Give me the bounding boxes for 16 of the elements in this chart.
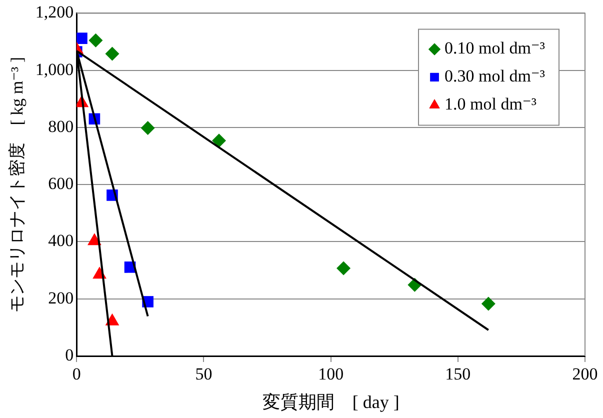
y-tick-label: 0 <box>65 345 74 364</box>
x-tick-label: 50 <box>195 364 212 384</box>
legend-label: 0.10 mol dm⁻³ <box>444 38 546 58</box>
x-tick-label: 100 <box>318 364 344 384</box>
y-tick-label: 200 <box>48 288 74 308</box>
x-axis-title: 変質期間 [ day ] <box>262 392 400 412</box>
y-axis-title: モンモリロナイト密度 [ kg m⁻³ ] <box>8 56 27 312</box>
y-tick-label: 1,200 <box>35 2 74 22</box>
x-tick-label: 150 <box>445 364 471 384</box>
y-tick-label: 800 <box>48 116 74 136</box>
y-tick-label: 600 <box>48 174 74 194</box>
y-tick-label: 1,000 <box>35 60 74 79</box>
legend-label: 0.30 mol dm⁻³ <box>444 66 546 86</box>
x-tick-label: 200 <box>572 364 598 384</box>
legend-label: 1.0 mol dm⁻³ <box>444 94 537 114</box>
y-tick-label: 400 <box>48 231 74 250</box>
